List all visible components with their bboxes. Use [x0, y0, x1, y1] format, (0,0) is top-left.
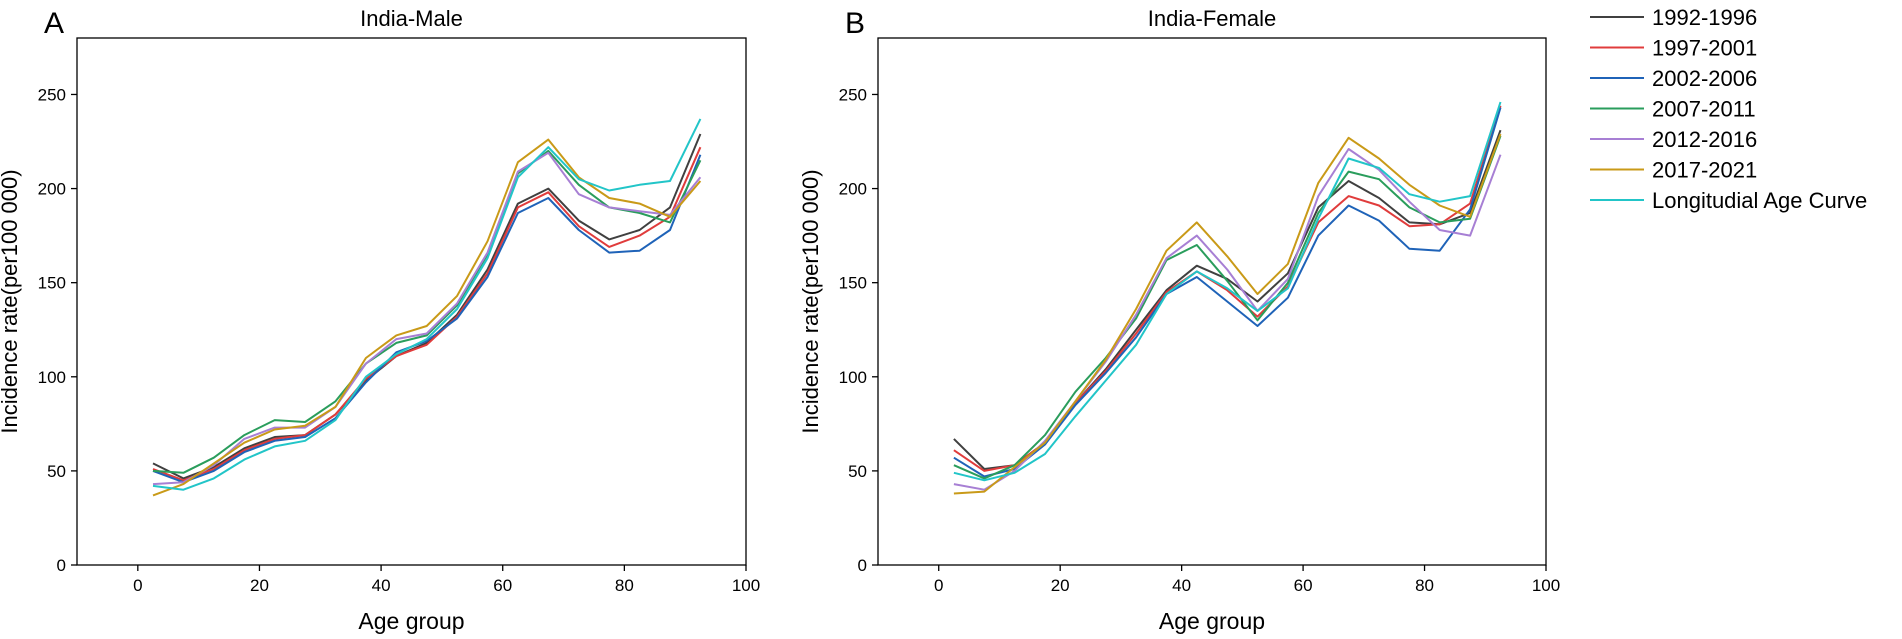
chart-panel-a: A India-Male 0 20 40 60 80 100 0 50 100 150 200 250 Ag…	[0, 6, 760, 634]
panel-letter: A	[44, 7, 64, 40]
series-line-2012-2016	[953, 148, 1502, 491]
x-tick-label: 0	[133, 576, 142, 595]
y-axis-label: Incidence rate(per100 000)	[798, 169, 823, 433]
x-axis-label: Age group	[358, 608, 464, 634]
legend-label: 1997-2001	[1652, 36, 1757, 61]
x-tick-label: 60	[493, 576, 512, 595]
y-tick-label: 0	[858, 556, 867, 575]
x-tick-label: 40	[372, 576, 391, 595]
legend: 1992-1996 1997-2001 2002-2006 2007-2011 2012…	[1590, 5, 1867, 213]
legend-label: 2002-2006	[1652, 66, 1757, 91]
x-tick-label: 0	[934, 576, 943, 595]
y-axis-label: Incidence rate(per100 000)	[0, 169, 22, 433]
y-tick-label: 100	[839, 368, 867, 387]
y-tick-label: 200	[38, 180, 66, 199]
y-tick-label: 250	[38, 85, 66, 104]
legend-label: 2012-2016	[1652, 127, 1757, 152]
series-line-2007-2011	[953, 135, 1502, 480]
series-line-Longitudial Age Curve	[953, 101, 1502, 482]
x-tick-label: 80	[1415, 576, 1434, 595]
chart-title: India-Female	[1148, 6, 1276, 31]
y-tick-label: 200	[839, 180, 867, 199]
y-tick-label: 150	[38, 274, 66, 293]
x-tick-label: 60	[1294, 576, 1313, 595]
x-tick-label: 100	[732, 576, 760, 595]
legend-label: 1992-1996	[1652, 5, 1757, 30]
chart-panel-b: B India-Female 0 20 40 60 80 100 0 50 100 150 200 250…	[798, 6, 1560, 634]
series-line-2017-2021	[953, 133, 1502, 495]
series-line-1997-2001	[152, 146, 702, 482]
series-line-1992-1996	[152, 133, 702, 480]
x-axis-label: Age group	[1159, 608, 1265, 634]
x-tick-label: 20	[250, 576, 269, 595]
y-tick-label: 150	[839, 274, 867, 293]
y-tick-label: 50	[47, 462, 66, 481]
y-tick-label: 100	[38, 368, 66, 387]
legend-label: 2007-2011	[1652, 97, 1756, 122]
y-tick-label: 250	[839, 85, 867, 104]
series-line-2012-2016	[152, 151, 702, 486]
legend-label: Longitudial Age Curve	[1652, 188, 1867, 213]
series-line-2002-2006	[152, 154, 702, 484]
x-tick-label: 100	[1532, 576, 1560, 595]
x-tick-label: 40	[1172, 576, 1191, 595]
plot-frame	[877, 37, 1547, 566]
y-tick-label: 0	[57, 556, 66, 575]
plot-frame	[76, 37, 747, 566]
series-line-2002-2006	[953, 107, 1502, 478]
series-line-1992-1996	[953, 129, 1502, 470]
y-tick-label: 50	[848, 462, 867, 481]
legend-label: 2017-2021	[1652, 158, 1757, 183]
series-line-Longitudial Age Curve	[152, 118, 702, 491]
x-tick-label: 20	[1051, 576, 1070, 595]
x-tick-label: 80	[615, 576, 634, 595]
chart-title: India-Male	[360, 6, 463, 31]
series-line-2017-2021	[152, 138, 702, 497]
panel-letter: B	[845, 7, 865, 40]
